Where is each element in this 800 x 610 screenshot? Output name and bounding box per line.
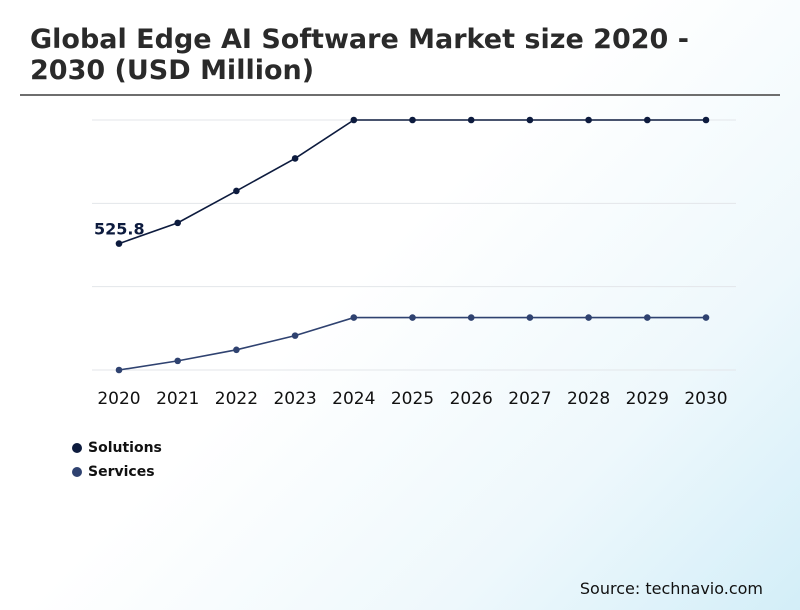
- series-line-services: [118, 316, 706, 371]
- data-point-services: [526, 314, 534, 321]
- data-point-solutions: [467, 116, 475, 124]
- x-tick-label: 2026: [450, 389, 493, 409]
- source-credit: Source: technavio.com: [579, 579, 763, 598]
- data-point-solutions: [233, 187, 240, 195]
- chart-title: Global Edge AI Software Market size 2020…: [30, 24, 689, 86]
- x-axis-ticks: 2020 2021 2022 2023 2024 2025 2026 2027 2028 2029…: [97, 389, 727, 409]
- data-point-services: [350, 314, 358, 321]
- data-point-solutions: [702, 116, 710, 124]
- data-point-services: [233, 346, 240, 354]
- legend-dot-icon: [72, 443, 82, 453]
- legend-dot-icon: [72, 467, 82, 477]
- x-tick-label: 2029: [626, 389, 669, 409]
- data-point-solutions: [409, 116, 416, 124]
- data-point-services: [115, 366, 123, 374]
- x-tick-label: 2021: [156, 389, 199, 409]
- x-tick-label: 2025: [391, 389, 434, 409]
- data-point-services: [409, 314, 416, 321]
- data-point-solutions: [644, 116, 651, 124]
- series-lines: [118, 119, 706, 371]
- data-point-services: [702, 314, 710, 321]
- title-divider: [20, 94, 780, 96]
- data-point-solutions: [174, 219, 181, 227]
- data-point-solutions: [526, 116, 534, 124]
- x-tick-label: 2020: [97, 389, 140, 409]
- x-tick-label: 2024: [332, 389, 375, 409]
- data-point-services: [585, 314, 592, 321]
- data-point-services: [174, 357, 181, 365]
- data-label: 525.8: [94, 220, 145, 239]
- data-point-solutions: [115, 240, 123, 247]
- legend: Solutions Services: [72, 436, 162, 484]
- gridlines: [92, 119, 736, 371]
- legend-label: Services: [88, 464, 155, 480]
- data-point-services: [291, 332, 299, 339]
- x-tick-label: 2028: [567, 389, 610, 409]
- x-tick-label: 2023: [273, 389, 316, 409]
- series-points: [115, 116, 710, 374]
- data-annotations: 525.8: [94, 220, 145, 239]
- data-point-solutions: [585, 116, 592, 124]
- data-point-solutions: [291, 155, 299, 162]
- x-tick-label: 2022: [215, 389, 258, 409]
- data-point-solutions: [350, 116, 358, 124]
- data-point-services: [644, 314, 651, 321]
- data-point-services: [467, 314, 475, 321]
- legend-label: Solutions: [88, 440, 162, 456]
- x-tick-label: 2030: [684, 389, 727, 409]
- series-line-solutions: [118, 119, 706, 245]
- x-tick-label: 2027: [508, 389, 551, 409]
- legend-item-solutions: Solutions: [72, 436, 162, 460]
- legend-item-services: Services: [72, 460, 162, 484]
